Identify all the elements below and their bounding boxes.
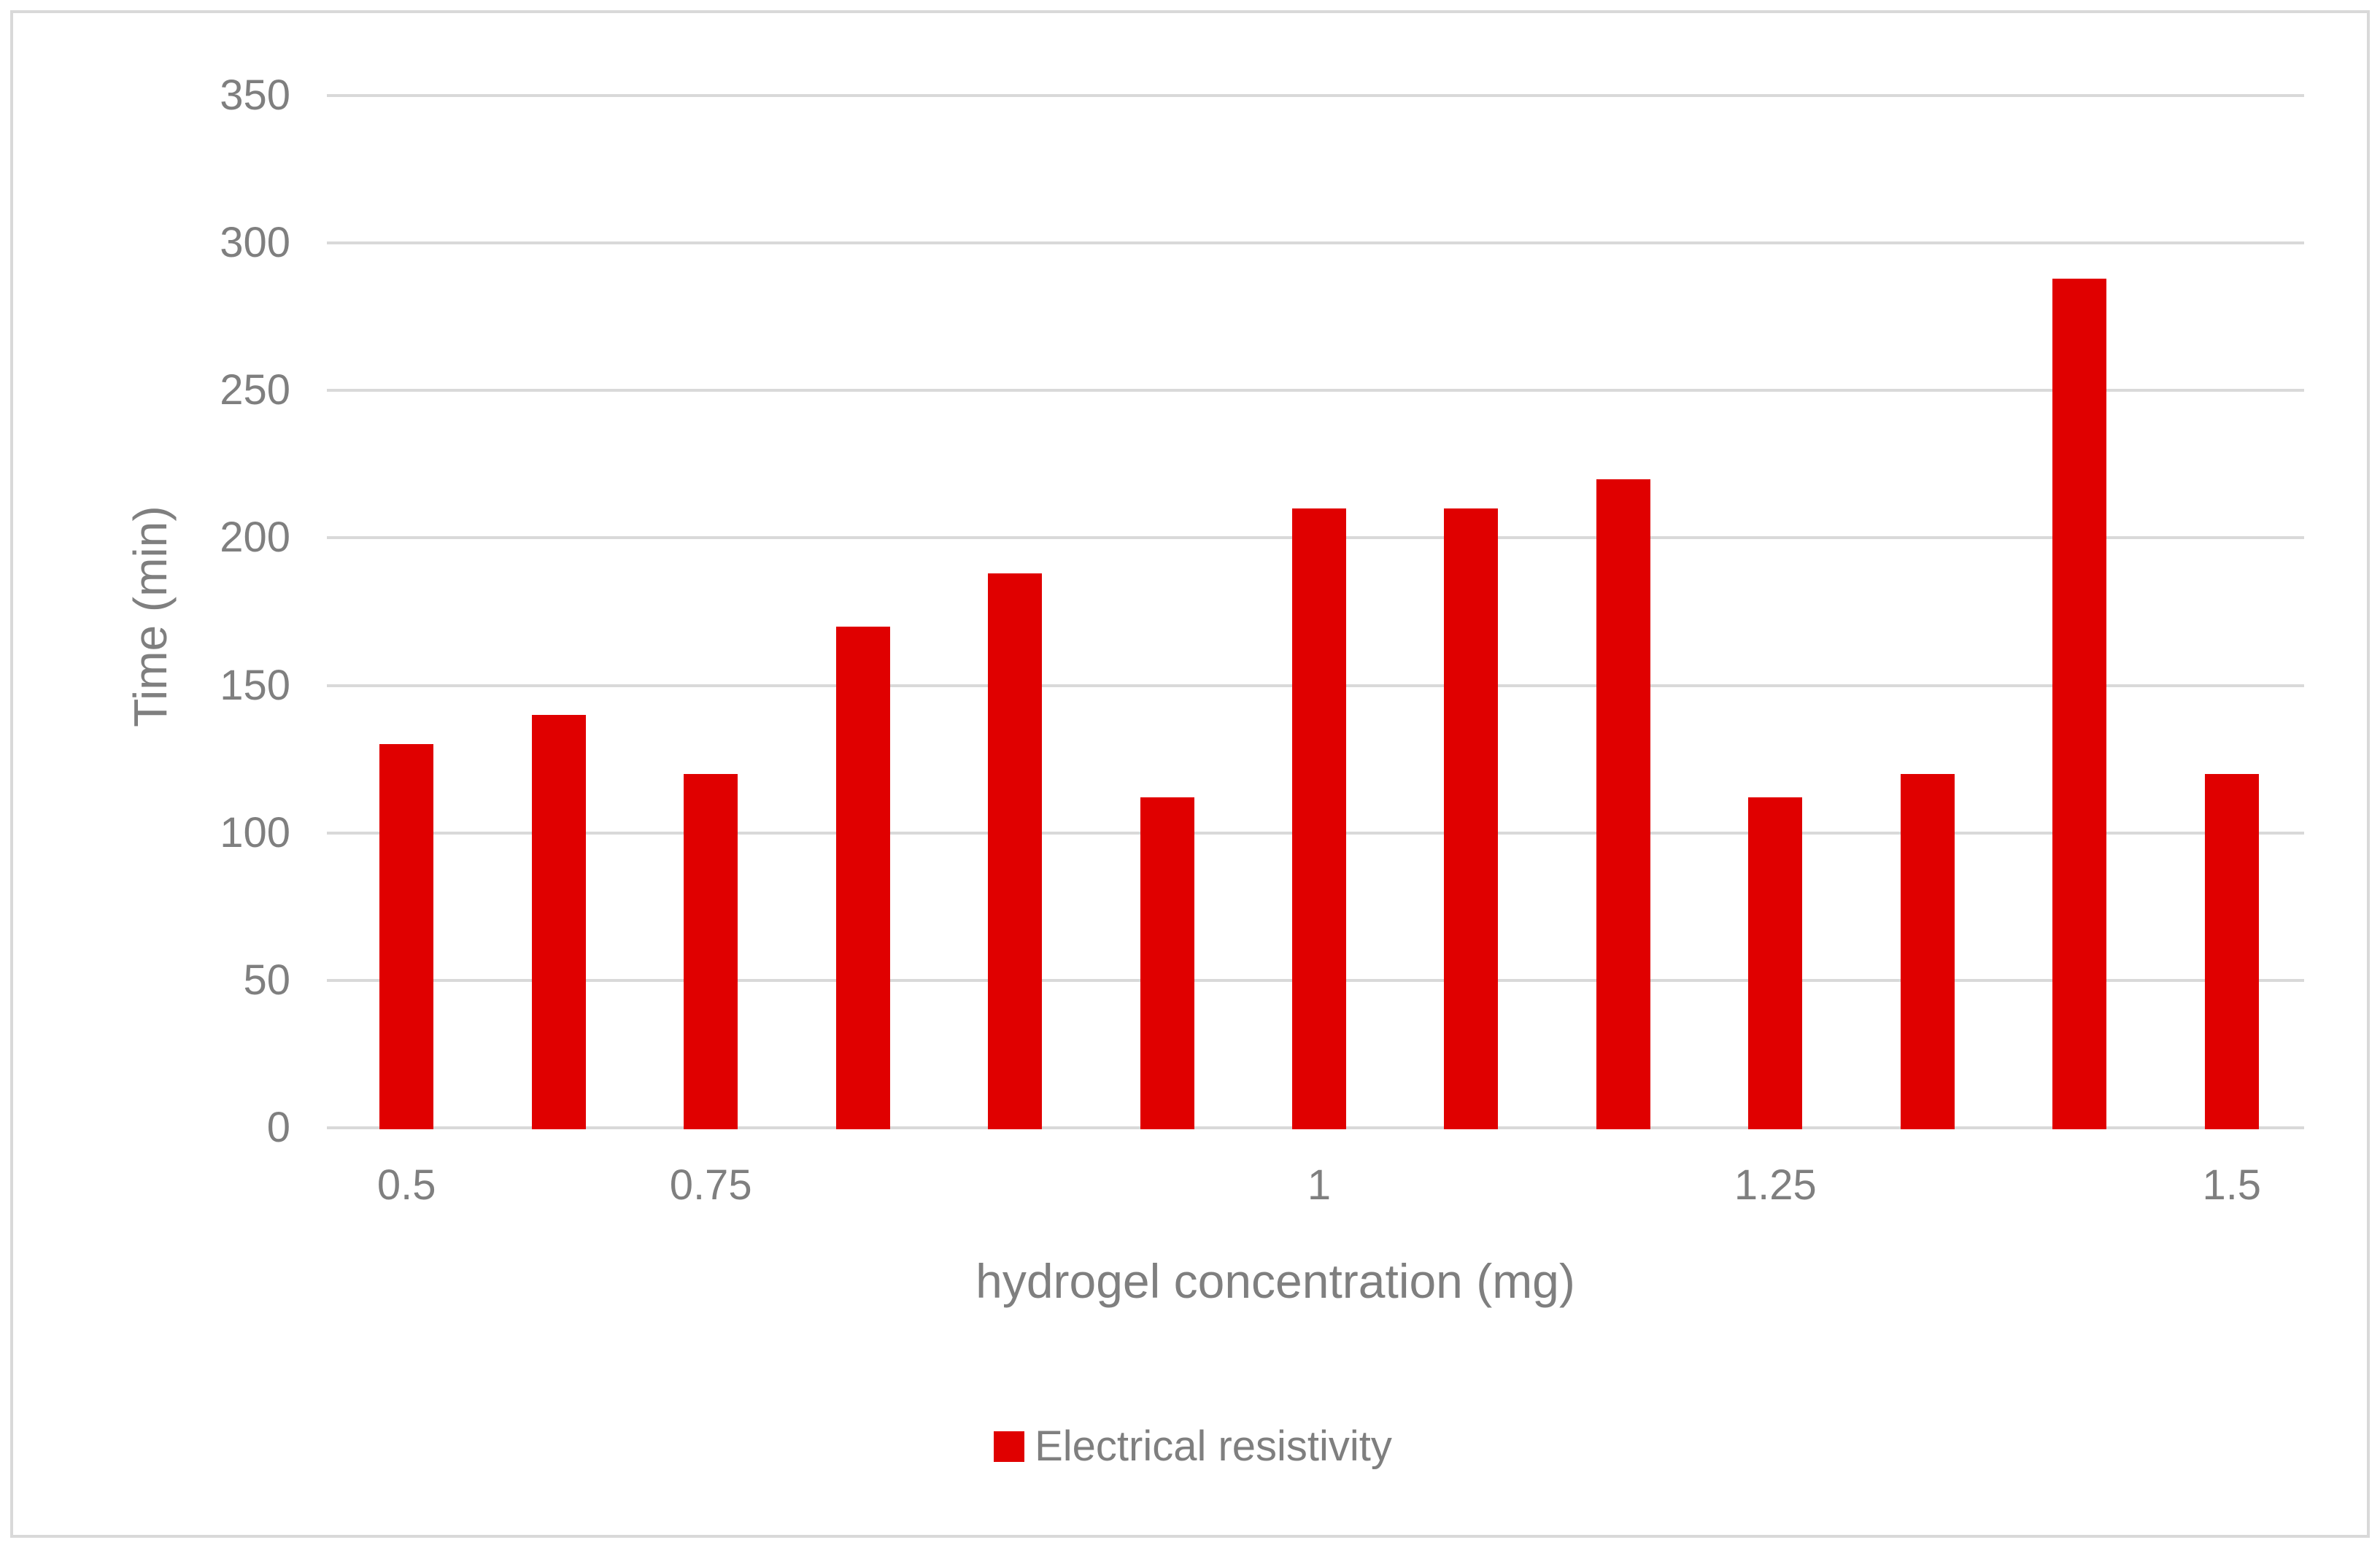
gridline-y-250 <box>327 389 2304 392</box>
bar-8 <box>1444 508 1499 1129</box>
y-tick-label-250: 250 <box>220 366 290 414</box>
chart-frame: 0 50 100 150 200 250 300 350 0.5 0.75 1 1.25 1.5 Ti… <box>10 10 2370 1538</box>
y-tick-label-350: 350 <box>220 71 290 119</box>
legend-label: Electrical resistivity <box>1035 1423 1392 1470</box>
y-tick-label-200: 200 <box>220 514 290 562</box>
bar-11 <box>1900 773 1955 1129</box>
bar-6 <box>1140 797 1194 1129</box>
bar-12 <box>2052 278 2107 1129</box>
legend: Electrical resistivity <box>13 1425 2373 1468</box>
bar-13 <box>2204 773 2259 1129</box>
bar-7 <box>1292 508 1346 1129</box>
y-tick-label-100: 100 <box>220 808 290 856</box>
y-tick-label-150: 150 <box>220 661 290 709</box>
bar-3 <box>684 773 738 1129</box>
bar-4 <box>835 626 890 1129</box>
bar-5 <box>988 573 1043 1129</box>
bar-1 <box>379 744 434 1129</box>
x-tick-label-1: 1 <box>1307 1161 1332 1209</box>
bar-10 <box>1748 797 1803 1129</box>
y-axis-title: Time (min) <box>124 506 177 727</box>
gridline-y-300 <box>327 241 2304 245</box>
plot-area <box>327 94 2304 1129</box>
gridline-y-350 <box>327 94 2304 97</box>
x-tick-label-0.75: 0.75 <box>669 1161 752 1209</box>
x-tick-label-1.5: 1.5 <box>2202 1161 2262 1209</box>
x-axis-title: hydrogel concentration (mg) <box>975 1254 1575 1308</box>
x-tick-label-0.5: 0.5 <box>376 1161 436 1209</box>
bar-2 <box>531 715 586 1129</box>
y-tick-label-0: 0 <box>266 1104 290 1151</box>
legend-swatch-icon <box>994 1431 1025 1462</box>
bar-9 <box>1596 479 1650 1129</box>
x-tick-label-1.25: 1.25 <box>1734 1161 1817 1209</box>
y-tick-label-300: 300 <box>220 219 290 267</box>
y-tick-label-50: 50 <box>243 956 290 1004</box>
